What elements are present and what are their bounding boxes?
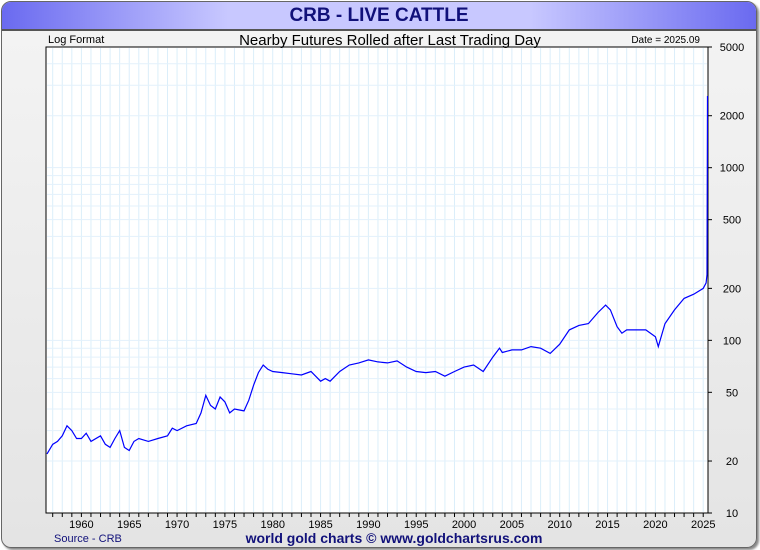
x-tick-label: 2005 [500,519,524,531]
source-label: Source - CRB [54,533,122,545]
x-tick-label: 1980 [260,519,284,531]
series-line [46,95,709,455]
scale-label: Log Format [48,34,104,46]
chart-title: CRB - LIVE CATTLE [2,2,756,31]
x-tick-label: 2020 [643,519,667,531]
plot-area [45,46,709,514]
x-tick-label: 1995 [404,519,428,531]
x-axis: 1960 1965 1970 1975 1980 1985 1990 1995 2000 2005… [52,513,715,531]
chart-subtitle: Nearby Futures Rolled after Last Trading… [239,32,541,49]
x-tick-label: 2010 [547,519,571,531]
y-axis: 10 20 50 100 200 500 1000 2000 5000 [708,42,744,520]
x-tick-label: 2000 [452,519,476,531]
x-tick-label: 1985 [308,519,332,531]
x-tick-label: 1965 [117,519,141,531]
y-tick-label: 10 [726,508,738,520]
x-tick-label: 1975 [213,519,237,531]
y-tick-label: 500 [723,215,741,227]
y-tick-label: 50 [726,387,738,399]
y-tick-label: 100 [723,335,741,347]
y-tick-label: 20 [726,456,738,468]
x-tick-label: 1960 [69,519,93,531]
y-tick-label: 2000 [720,111,744,123]
x-tick-label: 1970 [165,519,189,531]
date-label: Date = 2025.09 [631,35,700,46]
y-tick-label: 1000 [720,163,744,175]
x-tick-label: 2025 [691,519,715,531]
footer-credit: world gold charts © www.goldchartsrus.co… [245,530,543,546]
x-tick-label: 1990 [356,519,380,531]
x-tick-label: 2015 [595,519,619,531]
y-tick-label: 200 [723,283,741,295]
y-tick-label: 5000 [720,42,744,54]
